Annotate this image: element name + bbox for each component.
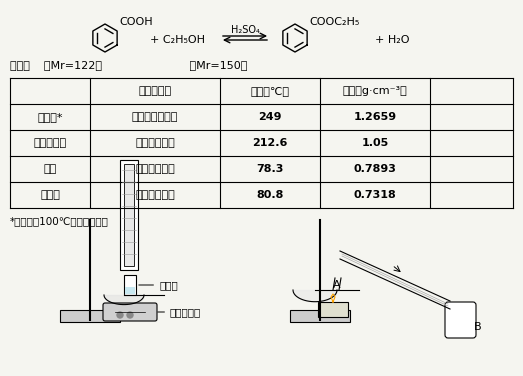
Text: 已知：    （Mr=122）                         （Mr=150）: 已知： （Mr=122） （Mr=150） — [10, 60, 247, 70]
FancyBboxPatch shape — [125, 287, 135, 294]
FancyBboxPatch shape — [124, 164, 134, 266]
Text: H₂SO₄: H₂SO₄ — [231, 25, 259, 35]
Text: COOH: COOH — [119, 17, 153, 27]
Text: 0.7318: 0.7318 — [354, 190, 396, 200]
FancyBboxPatch shape — [120, 160, 138, 270]
Text: 无色澄清液体: 无色澄清液体 — [135, 138, 175, 148]
Text: 0.7893: 0.7893 — [354, 164, 396, 174]
Text: 78.3: 78.3 — [256, 164, 283, 174]
Text: 无色澄清液体: 无色澄清液体 — [135, 190, 175, 200]
FancyBboxPatch shape — [290, 310, 350, 322]
Text: 乙醇: 乙醇 — [43, 164, 56, 174]
Text: 苯甲酸*: 苯甲酸* — [37, 112, 63, 122]
Text: 颜色、状态: 颜色、状态 — [139, 86, 172, 96]
Text: 无色、片状晶体: 无色、片状晶体 — [132, 112, 178, 122]
FancyBboxPatch shape — [60, 310, 120, 322]
Text: 苯甲酸乙酯: 苯甲酸乙酯 — [33, 138, 66, 148]
Text: 分水器: 分水器 — [139, 280, 178, 290]
Text: 212.6: 212.6 — [252, 138, 288, 148]
Text: 电子加热器: 电子加热器 — [158, 307, 201, 317]
Text: 1.2659: 1.2659 — [354, 112, 396, 122]
Text: *苯甲酸在100℃会迅速升华。: *苯甲酸在100℃会迅速升华。 — [10, 216, 109, 226]
Text: 80.8: 80.8 — [256, 190, 283, 200]
Text: 无色澄清液体: 无色澄清液体 — [135, 164, 175, 174]
Text: 永点（℃）: 永点（℃） — [251, 86, 290, 96]
Circle shape — [117, 312, 123, 318]
Text: 249: 249 — [258, 112, 282, 122]
Text: COOC₂H₅: COOC₂H₅ — [309, 17, 359, 27]
FancyBboxPatch shape — [103, 303, 157, 321]
Circle shape — [127, 312, 133, 318]
FancyBboxPatch shape — [124, 275, 136, 295]
Text: 环己烷: 环己烷 — [40, 190, 60, 200]
Text: + C₂H₅OH: + C₂H₅OH — [150, 35, 205, 45]
FancyBboxPatch shape — [318, 302, 348, 317]
Text: B: B — [474, 322, 482, 332]
Text: A: A — [333, 280, 341, 290]
Text: 密度（g·cm⁻³）: 密度（g·cm⁻³） — [343, 86, 407, 96]
Text: 1.05: 1.05 — [361, 138, 389, 148]
FancyBboxPatch shape — [445, 302, 476, 338]
Text: + H₂O: + H₂O — [375, 35, 410, 45]
